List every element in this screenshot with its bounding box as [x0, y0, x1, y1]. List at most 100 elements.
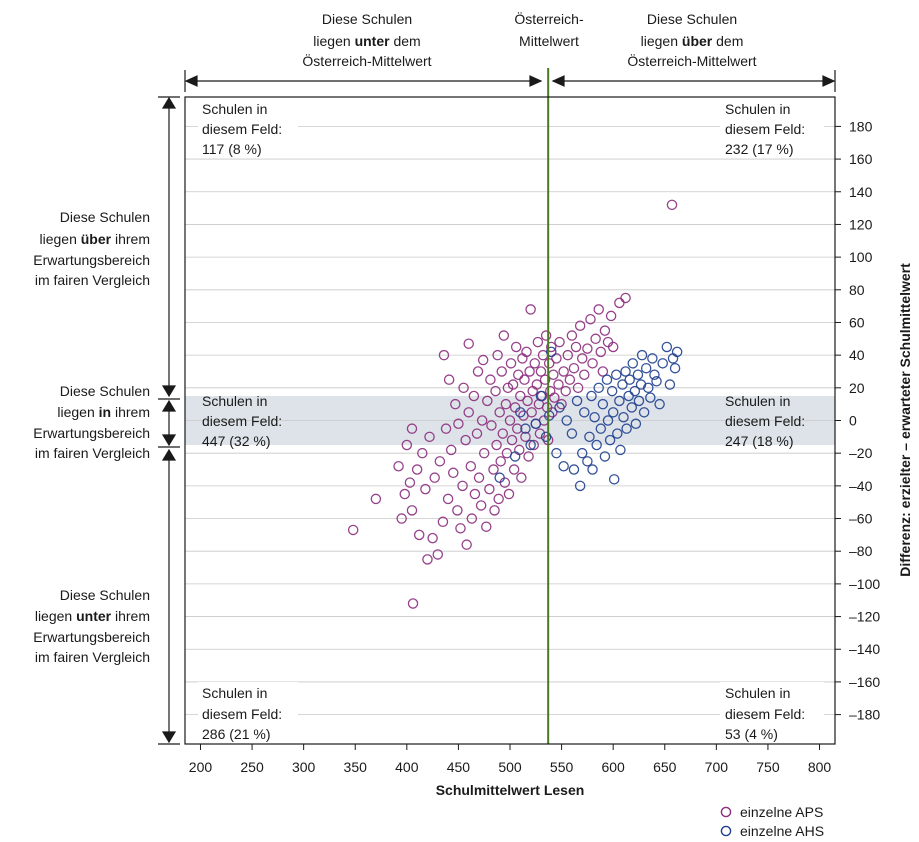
aps-point: [511, 423, 523, 434]
ahs-point: [657, 358, 668, 369]
aps-point: [566, 330, 578, 341]
aps-point: [440, 423, 452, 434]
y-tick-label: –180: [849, 707, 880, 723]
ahs-point: [579, 407, 590, 418]
x-tick-label: 500: [498, 759, 522, 775]
aps-point: [393, 460, 404, 472]
ahs-point: [604, 434, 616, 446]
aps-point: [453, 418, 464, 430]
field-label: diesem Feld:: [202, 121, 282, 137]
ahs-point: [661, 341, 673, 353]
data-points: [347, 199, 683, 609]
aps-point: [540, 330, 552, 341]
y-tick-label: –40: [849, 478, 873, 494]
side-over-line2: liegen über ihrem: [39, 231, 150, 247]
ahs-point: [584, 431, 595, 443]
top-right-label-line2: liegen über dem: [641, 33, 744, 49]
aps-point: [469, 488, 481, 500]
ahs-point: [627, 358, 639, 369]
ahs-point: [551, 447, 562, 459]
aps-point: [411, 464, 423, 475]
y-tick-label: –80: [849, 543, 873, 559]
y-axis: 180 160 140 120 100 80 60 40 20 0 –20 –40 –60 –80 –100…: [835, 118, 880, 723]
x-tick-label: 700: [705, 759, 729, 775]
aps-point: [572, 382, 584, 394]
aps-point: [347, 524, 359, 536]
aps-point: [590, 333, 601, 345]
aps-point: [493, 493, 504, 505]
aps-point: [528, 439, 539, 451]
y-tick-label: –140: [849, 641, 880, 657]
aps-point: [516, 472, 527, 483]
ahs-point: [651, 376, 662, 387]
aps-point: [508, 464, 520, 475]
top-left-label-line1: Diese Schulen: [322, 11, 412, 27]
legend-aps-marker: [720, 806, 732, 818]
arrow-up-icon: [161, 399, 177, 412]
aps-point: [525, 304, 536, 315]
field-top-left: Schulen in diesem Feld: 117 (8 %): [198, 98, 298, 158]
y-tick-label: –120: [849, 609, 880, 625]
side-in-line1: Diese Schulen: [60, 383, 150, 399]
aps-point: [472, 366, 484, 377]
field-count-boxes: Schulen in diesem Feld: 117 (8 %) Schule…: [198, 98, 824, 742]
field-label: diesem Feld:: [725, 121, 805, 137]
side-in-line2: liegen in ihrem: [57, 404, 150, 420]
ahs-point: [558, 460, 569, 472]
arrow-down-icon: [161, 434, 177, 447]
field-bottom-left: Schulen in diesem Feld: 286 (21 %): [198, 682, 298, 742]
field-label: Schulen in: [725, 393, 790, 409]
aps-point: [463, 338, 474, 349]
ahs-point: [607, 407, 619, 418]
arrow-right-icon: [529, 75, 543, 87]
aps-point: [502, 382, 514, 394]
aps-point: [614, 297, 625, 309]
ahs-point: [540, 431, 552, 443]
field-label: Schulen in: [725, 685, 790, 701]
aps-point: [531, 379, 543, 390]
ahs-point: [621, 423, 632, 434]
aps-point: [558, 366, 569, 377]
ahs-point: [520, 423, 531, 434]
aps-point: [587, 358, 598, 369]
field-mid-right: Schulen in diesem Feld: 247 (18 %): [725, 393, 805, 449]
aps-point: [597, 366, 609, 377]
ahs-point: [617, 379, 628, 390]
ahs-point: [664, 379, 676, 390]
aps-point: [526, 407, 537, 418]
aps-point: [535, 366, 547, 377]
aps-point: [605, 310, 617, 322]
x-tick-label: 400: [395, 759, 419, 775]
field-label: diesem Feld:: [202, 413, 282, 429]
arrow-down-icon: [161, 385, 177, 398]
ahs-point: [515, 407, 526, 418]
ahs-point: [626, 402, 637, 413]
aps-point: [524, 366, 535, 377]
ahs-point: [636, 349, 648, 361]
aps-point: [568, 362, 580, 374]
aps-point: [434, 456, 446, 467]
aps-point: [505, 358, 517, 369]
side-over-line4: im fairen Vergleich: [35, 272, 150, 288]
ahs-point: [645, 392, 656, 403]
ahs-point: [624, 374, 635, 385]
x-axis-title: Schulmittelwert Lesen: [436, 782, 585, 798]
field-count: 232 (17 %): [725, 141, 793, 157]
y-tick-label: 160: [849, 151, 873, 167]
ahs-point: [561, 415, 572, 426]
top-center-label-line1: Österreich-: [514, 10, 584, 27]
aps-point: [478, 447, 490, 459]
gridlines: [185, 126, 835, 715]
ahs-point: [630, 418, 642, 430]
aps-point: [515, 390, 526, 402]
aps-point: [562, 349, 574, 361]
x-tick-label: 350: [344, 759, 368, 775]
ahs-point: [587, 464, 598, 475]
top-left-label-line2: liegen unter dem: [313, 33, 420, 49]
aps-point: [468, 390, 480, 402]
ahs-point: [654, 398, 665, 410]
aps-point: [450, 398, 461, 410]
field-count: 53 (4 %): [725, 726, 778, 742]
ahs-point: [612, 428, 623, 439]
